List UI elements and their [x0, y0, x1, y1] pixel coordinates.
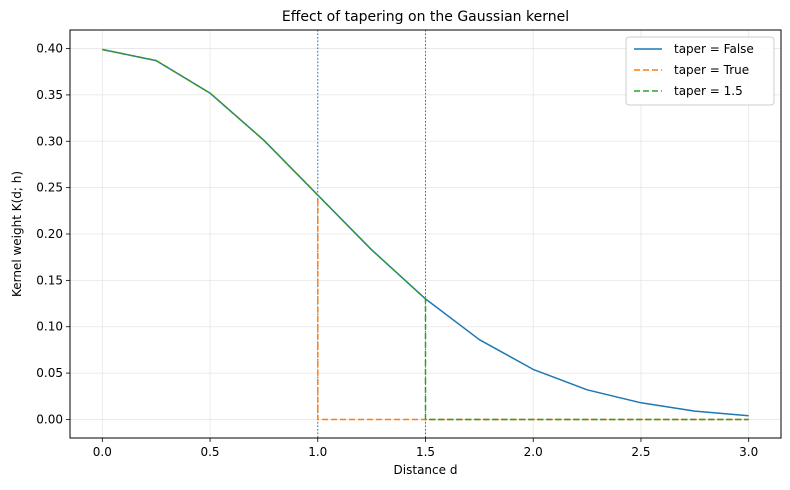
- y-tick-label-7: 0.35: [36, 88, 63, 102]
- legend: taper = False taper = True taper = 1.5: [625, 36, 775, 106]
- x-tick-label-3: 1.5: [416, 445, 435, 459]
- y-tick-label-5: 0.25: [36, 181, 63, 195]
- y-tick-label-1: 0.05: [36, 366, 63, 380]
- x-tick-label-0: 0.0: [93, 445, 112, 459]
- x-tick-label-2: 1.0: [308, 445, 327, 459]
- legend-label-1: taper = True: [674, 63, 749, 77]
- series-lines: [102, 48, 749, 421]
- x-tick-label-6: 3.0: [739, 445, 758, 459]
- y-tick-label-2: 0.10: [36, 320, 63, 334]
- series-line-2: [102, 48, 749, 421]
- y-axis-label: Kernel weight K(d; h): [10, 171, 24, 297]
- x-tick-label-5: 2.5: [631, 445, 650, 459]
- x-tick-label-1: 0.5: [200, 445, 219, 459]
- y-tick-label-3: 0.15: [36, 273, 63, 287]
- legend-label-0: taper = False: [674, 42, 754, 56]
- legend-box: [625, 36, 775, 106]
- x-axis-label: Distance d: [394, 463, 458, 477]
- x-axis-ticks: 0.0 0.5 1.0 1.5 2.0 2.5 3.0: [93, 438, 758, 459]
- y-tick-label-8: 0.40: [36, 42, 63, 56]
- chart-title: Effect of tapering on the Gaussian kerne…: [282, 9, 569, 25]
- legend-label-2: taper = 1.5: [674, 84, 743, 98]
- y-tick-label-4: 0.20: [36, 227, 63, 241]
- y-tick-label-6: 0.30: [36, 134, 63, 148]
- y-tick-label-0: 0.00: [36, 412, 63, 426]
- y-axis-ticks: 0.00 0.05 0.10 0.15 0.20 0.25 0.30 0.35 0.40: [36, 42, 70, 426]
- x-tick-label-4: 2.0: [524, 445, 543, 459]
